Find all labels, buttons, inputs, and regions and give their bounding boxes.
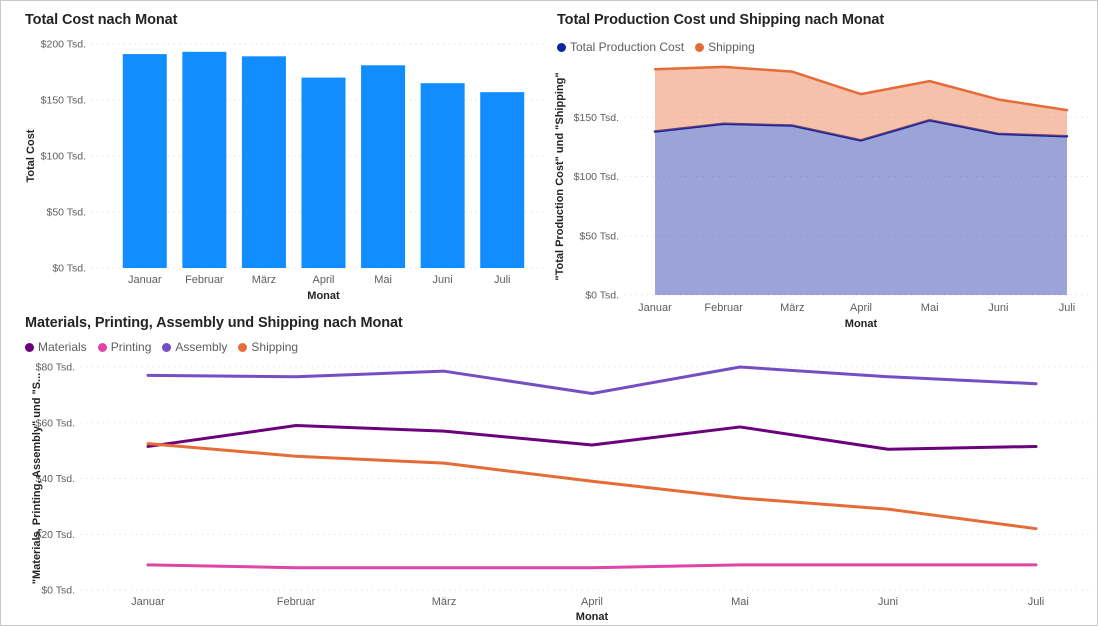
y-axis-title: Total Cost <box>25 129 37 182</box>
y-axis-title: "Materials, Printing, Assembly" und "S..… <box>31 373 43 584</box>
legend-item-total-production-cost[interactable]: Total Production Cost <box>557 40 684 54</box>
legend-label: Total Production Cost <box>570 40 685 54</box>
line-chart-plot: $0 Tsd. $20 Tsd. $40 Tsd. $60 Tsd. $80 Tsd. J… <box>31 362 1091 623</box>
legend-dot-icon <box>695 42 705 52</box>
x-category-label: Februar <box>704 302 743 314</box>
x-category-label: März <box>252 274 276 286</box>
y-tick-label: $150 Tsd. <box>41 95 86 107</box>
legend-dot-icon <box>97 342 107 352</box>
visual-total-cost-bar-chart: Total Cost nach Monat $0 Tsd. $50 Tsd. $10… <box>11 7 546 307</box>
legend-label: Assembly <box>175 340 228 354</box>
y-tick-label: $40 Tsd. <box>35 473 75 485</box>
visual-production-cost-shipping-area-chart: Total Production Cost und Shipping nach … <box>550 7 1095 337</box>
legend-label: Shipping <box>251 340 299 354</box>
line-printing[interactable] <box>146 563 1038 570</box>
bar-mai[interactable] <box>361 65 406 268</box>
y-tick-label: $0 Tsd. <box>41 585 75 597</box>
x-category-label: Juli <box>1028 596 1045 608</box>
legend-item-shipping[interactable]: Shipping <box>695 40 755 54</box>
x-category-label: April <box>312 274 334 286</box>
x-category-label: Februar <box>277 596 316 608</box>
line-materials[interactable] <box>146 424 1038 451</box>
area-chart-plot: $0 Tsd. $50 Tsd. $100 Tsd. $150 Tsd. Januar F… <box>554 65 1091 330</box>
legend-dot-icon <box>557 42 566 52</box>
x-category-label: Juni <box>878 596 898 608</box>
legend-item-printing[interactable]: Printing <box>97 340 152 354</box>
bar-juni[interactable] <box>420 83 465 268</box>
bar-april[interactable] <box>301 77 346 268</box>
x-category-label: Juni <box>988 302 1008 314</box>
legend-dot-icon <box>25 342 34 352</box>
bar-chart-plot: $0 Tsd. $50 Tsd. $100 Tsd. $150 Tsd. $200 Ts… <box>25 39 544 302</box>
legend-dot-icon <box>238 342 248 352</box>
x-category-label: Juli <box>494 274 511 286</box>
visual-materials-printing-assembly-shipping-line-chart: Materials, Printing, Assembly und Shippi… <box>11 311 1095 623</box>
y-tick-label: $20 Tsd. <box>35 529 75 541</box>
x-category-label: April <box>850 302 872 314</box>
y-tick-label: $100 Tsd. <box>574 171 619 183</box>
x-category-label: Januar <box>128 274 162 286</box>
legend-item-materials[interactable]: Materials <box>25 340 87 354</box>
x-category-label: Januar <box>638 302 672 314</box>
legend: Total Production Cost Shipping <box>557 40 755 54</box>
area-shipping[interactable] <box>655 66 1067 141</box>
bar-juli[interactable] <box>480 92 525 268</box>
x-axis-title: Monat <box>307 290 340 302</box>
bar-februar[interactable] <box>182 51 227 269</box>
y-tick-label: $50 Tsd. <box>46 207 86 219</box>
y-tick-label: $80 Tsd. <box>35 362 75 374</box>
y-tick-label: $0 Tsd. <box>52 263 86 275</box>
line-shipping[interactable] <box>146 442 1038 531</box>
bar-januar[interactable] <box>122 54 167 268</box>
y-tick-label: $50 Tsd. <box>579 230 619 242</box>
legend-label: Shipping <box>708 40 755 54</box>
area-total-production-cost[interactable] <box>655 120 1067 296</box>
y-axis-title: "Total Production Cost" und "Shipping" <box>554 72 566 280</box>
legend-label: Printing <box>110 340 152 354</box>
x-category-label: Juli <box>1059 302 1076 314</box>
x-axis-title: Monat <box>845 318 878 330</box>
x-category-label: Juni <box>433 274 453 286</box>
x-category-label: Januar <box>131 596 165 608</box>
legend-dot-icon <box>162 342 172 352</box>
area-top-line-shipping[interactable] <box>653 65 1069 112</box>
chart-title: Total Cost nach Monat <box>25 12 178 28</box>
x-category-label: März <box>432 596 456 608</box>
x-category-label: April <box>581 596 603 608</box>
x-category-label: Februar <box>185 274 224 286</box>
chart-title: Materials, Printing, Assembly und Shippi… <box>25 315 403 331</box>
legend: Materials Printing Assembly Shipping <box>25 340 298 354</box>
chart-title: Total Production Cost und Shipping nach … <box>557 12 885 28</box>
x-axis-title: Monat <box>576 611 609 623</box>
x-category-label: März <box>780 302 804 314</box>
x-category-label: Mai <box>374 274 392 286</box>
bar-märz[interactable] <box>241 56 286 268</box>
legend-item-assembly[interactable]: Assembly <box>162 340 227 354</box>
y-tick-label: $0 Tsd. <box>585 290 619 302</box>
legend-label: Materials <box>38 340 87 354</box>
x-category-label: Mai <box>921 302 939 314</box>
legend-item-shipping[interactable]: Shipping <box>238 340 298 354</box>
area-top-line-total-production-cost[interactable] <box>653 118 1069 142</box>
y-tick-label: $60 Tsd. <box>35 417 75 429</box>
y-tick-label: $150 Tsd. <box>574 112 619 124</box>
x-category-label: Mai <box>731 596 749 608</box>
y-tick-label: $100 Tsd. <box>41 151 86 163</box>
line-assembly[interactable] <box>146 365 1038 395</box>
y-tick-label: $200 Tsd. <box>41 39 86 51</box>
